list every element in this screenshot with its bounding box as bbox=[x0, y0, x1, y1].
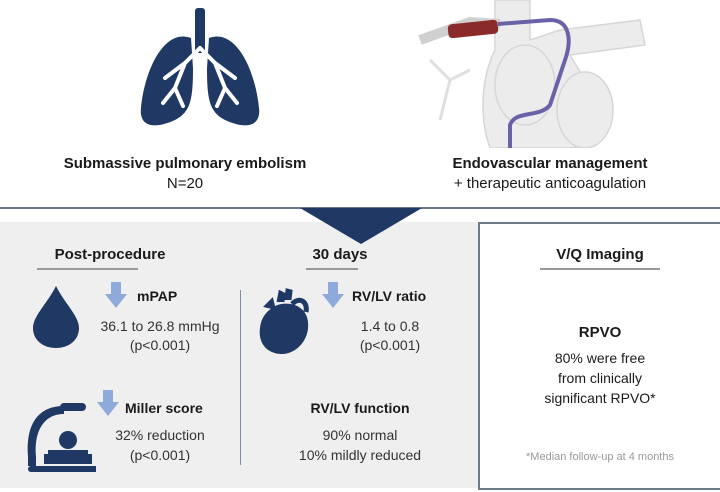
30-days-heading: 30 days bbox=[312, 246, 368, 263]
rpvo-title: RPVO bbox=[578, 324, 622, 341]
ct-scanner-icon bbox=[27, 403, 96, 472]
decrease-arrow-icon bbox=[322, 282, 344, 308]
rv-lv-function-reduced: 10% mildly reduced bbox=[298, 447, 422, 463]
heart-icon bbox=[259, 288, 309, 354]
miller-score-label: Miller score bbox=[125, 400, 203, 416]
miller-score-p-value: (p<0.001) bbox=[129, 447, 191, 463]
rpvo-line-3: significant RPVO* bbox=[544, 390, 656, 406]
lungs-icon bbox=[140, 8, 260, 126]
decrease-arrow-icon bbox=[97, 390, 119, 416]
rv-lv-ratio-label: RV/LV ratio bbox=[352, 288, 427, 304]
vq-heading: V/Q Imaging bbox=[556, 246, 644, 263]
mpap-label: mPAP bbox=[137, 288, 178, 304]
flow-triangle bbox=[300, 208, 422, 244]
heading-underline bbox=[306, 268, 358, 270]
rv-lv-ratio-p-value: (p<0.001) bbox=[359, 337, 421, 353]
decrease-arrow-icon bbox=[105, 282, 127, 308]
population-count: N=20 bbox=[166, 175, 204, 192]
column-divider bbox=[240, 290, 241, 465]
mpap-p-value: (p<0.001) bbox=[129, 337, 191, 353]
catheter-heart-illustration bbox=[418, 0, 646, 148]
heading-underline bbox=[37, 268, 138, 270]
intervention-subtitle: + therapeutic anticoagulation bbox=[453, 175, 647, 192]
rv-lv-function-label: RV/LV function bbox=[310, 400, 410, 416]
footnote: *Median follow-up at 4 months bbox=[526, 451, 674, 463]
rpvo-line-2: from clinically bbox=[557, 370, 642, 386]
miller-score-value: 32% reduction bbox=[115, 427, 205, 443]
post-procedure-heading: Post-procedure bbox=[54, 246, 166, 263]
vq-imaging-box bbox=[478, 222, 720, 490]
intervention-title: Endovascular management bbox=[452, 155, 648, 172]
rpvo-line-1: 80% were free bbox=[554, 350, 646, 366]
rv-lv-ratio-value: 1.4 to 0.8 bbox=[360, 318, 420, 334]
blood-drop-icon bbox=[33, 286, 79, 348]
heading-underline bbox=[540, 268, 660, 270]
mpap-value: 36.1 to 26.8 mmHg bbox=[100, 318, 220, 334]
population-title: Submassive pulmonary embolism bbox=[63, 155, 307, 172]
rv-lv-function-normal: 90% normal bbox=[322, 427, 398, 443]
